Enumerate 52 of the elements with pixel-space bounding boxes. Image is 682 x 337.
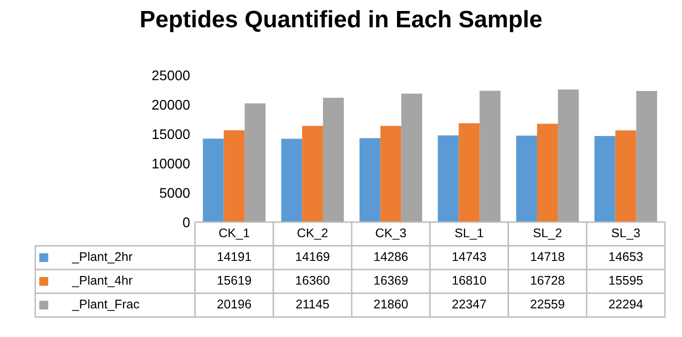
bar [636,91,658,222]
y-tick-label: 20000 [152,100,190,110]
bar [480,90,500,222]
data-label: 22559 [530,300,564,308]
data-label: 16810 [452,276,486,285]
data-label: 20196 [217,300,252,308]
bar [302,126,323,222]
data-label: 14743 [452,252,486,262]
x-tick-label: CK_1 [219,228,250,240]
y-tick-label: 0 [183,217,190,228]
legend-label: _Plant_2hr [72,252,132,264]
y-tick-label: 5000 [160,188,190,198]
data-label: 14169 [296,252,330,262]
bar [224,130,245,222]
bar [615,130,636,222]
x-tick-label: CK_2 [298,228,328,240]
data-label: 15619 [218,276,251,285]
bar [458,123,480,222]
bar [281,138,302,222]
x-tick-label: SL_3 [612,228,640,240]
bar [558,89,579,222]
bar [202,138,224,222]
bar [401,94,422,222]
data-label: 15595 [609,276,643,285]
bar [322,98,344,222]
data-label: 16360 [296,276,330,285]
bar [244,103,266,222]
data-label: 21145 [296,300,329,308]
bar [360,138,380,222]
data-label: 14653 [609,252,643,262]
data-label: 14718 [531,252,564,262]
data-label: 16728 [531,276,564,285]
bar [380,126,402,222]
y-tick-label: 25000 [152,70,190,80]
data-label: 16369 [374,276,408,285]
data-label: 14191 [218,252,251,262]
x-tick-label: SL_2 [533,228,562,240]
x-tick-label: CK_3 [376,228,406,240]
legend-label: _Plant_4hr [72,276,132,288]
bar [438,135,459,222]
bar [516,136,538,222]
bar [594,136,616,222]
y-tick-label: 10000 [152,158,190,168]
data-label: 22347 [452,300,486,308]
data-label: 21860 [374,300,408,308]
bar [537,124,558,222]
x-tick-label: SL_1 [455,228,484,240]
chart-title: Peptides Quantified in Each Sample [141,10,542,32]
legend-label: _Plant_Frac [72,299,140,311]
y-tick-label: 15000 [152,129,190,140]
data-label: 14286 [374,252,408,262]
data-label: 22294 [609,300,643,308]
